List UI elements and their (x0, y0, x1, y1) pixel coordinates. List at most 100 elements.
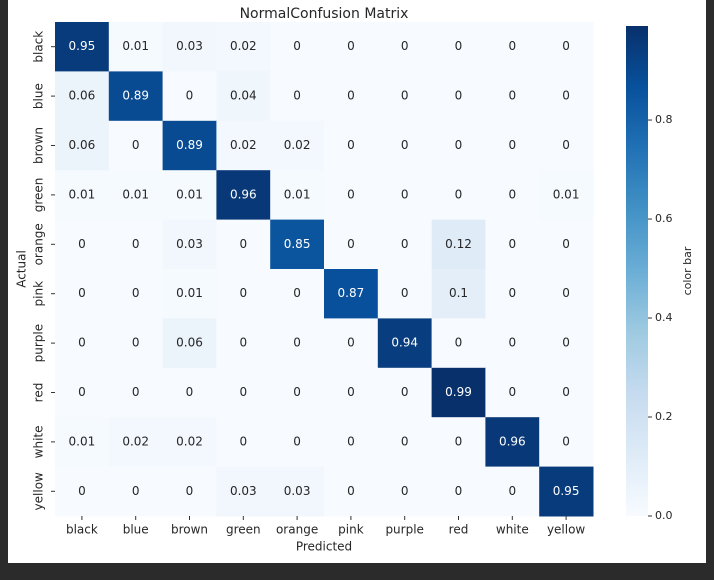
heatmap-cell (324, 219, 379, 270)
cell-label: 0 (293, 434, 301, 448)
colorbar-label: color bar (681, 246, 694, 295)
heatmap-cell (431, 170, 486, 221)
heatmap-cell (485, 466, 540, 517)
cell-label: 0.96 (499, 434, 526, 448)
heatmap-cell (431, 219, 486, 270)
cell-label: 0 (401, 187, 409, 201)
y-tick-label: green (32, 178, 46, 213)
heatmap-cell (216, 219, 271, 270)
cell-label: 0 (562, 89, 570, 103)
cell-label: 0.03 (284, 484, 311, 498)
cell-label: 0 (132, 484, 140, 498)
cell-label: 0.04 (230, 89, 257, 103)
heatmap-cell (270, 22, 325, 72)
cell-label: 0.95 (553, 484, 580, 498)
cell-label: 0 (293, 385, 301, 399)
cell-label: 0 (455, 138, 463, 152)
cell-label: 0 (562, 138, 570, 152)
heatmap-cell (162, 417, 217, 468)
cell-label: 0.02 (230, 138, 257, 152)
heatmap-cell (55, 417, 110, 468)
cell-label: 0 (455, 336, 463, 350)
heatmap-cell (216, 170, 271, 221)
cell-label: 0 (347, 89, 355, 103)
heatmap-cell (162, 367, 217, 418)
cell-label: 0.01 (69, 434, 96, 448)
cell-label: 0 (186, 89, 194, 103)
cell-label: 0 (78, 286, 86, 300)
y-tick-label: blue (32, 83, 46, 109)
heatmap-cell (108, 170, 164, 221)
heatmap-cell (485, 120, 540, 171)
cell-label: 0 (132, 336, 140, 350)
x-tick-label: purple (385, 523, 424, 537)
cell-label: 0 (293, 39, 301, 53)
heatmap-cell (431, 22, 486, 72)
heatmap-cell (162, 269, 217, 319)
cell-label: 0 (562, 286, 570, 300)
heatmap-cell (485, 269, 540, 319)
heatmap-cell (539, 120, 594, 171)
heatmap-cell (324, 466, 379, 517)
colorbar-tick-label: 0.0 (655, 509, 673, 522)
cell-label: 0.06 (69, 138, 96, 152)
cell-label: 0 (401, 484, 409, 498)
cell-label: 0 (455, 484, 463, 498)
y-tick-label: brown (32, 127, 46, 164)
cell-label: 0 (132, 138, 140, 152)
chart-title: NormalConfusion Matrix (240, 6, 409, 22)
heatmap-cell (108, 466, 164, 517)
heatmap-cell (431, 417, 486, 468)
cell-label: 0 (347, 336, 355, 350)
x-tick-label: orange (276, 523, 318, 537)
cell-label: 0.03 (176, 237, 203, 251)
cell-label: 0 (401, 138, 409, 152)
heatmap-cell (377, 367, 433, 418)
heatmap-cell (216, 466, 271, 517)
y-tick-label: red (32, 383, 46, 403)
heatmap-cell (162, 71, 217, 122)
heatmap-cell (270, 269, 325, 319)
heatmap-cell (162, 219, 217, 270)
heatmap-cell (377, 466, 433, 517)
x-tick-label: yellow (547, 523, 585, 537)
cell-label: 0.01 (69, 187, 96, 201)
cell-label: 0 (401, 39, 409, 53)
cell-label: 0.03 (176, 39, 203, 53)
heatmap-cell (485, 367, 540, 418)
heatmap-cell (539, 318, 594, 369)
heatmap-cell (539, 466, 594, 517)
x-tick-label: green (226, 523, 261, 537)
heatmap-cell (108, 71, 164, 122)
cell-label: 0 (401, 385, 409, 399)
colorbar (626, 26, 648, 516)
heatmap-cell (55, 219, 110, 270)
heatmap-cell (270, 318, 325, 369)
heatmap-cell (377, 71, 433, 122)
cell-label: 0.94 (391, 336, 418, 350)
heatmap-cell (539, 71, 594, 122)
cell-label: 0 (508, 286, 516, 300)
heatmap-cell (539, 170, 594, 221)
y-tick-label: orange (32, 223, 46, 265)
x-tick-label: red (449, 523, 469, 537)
cell-label: 0 (562, 336, 570, 350)
heatmap-cell (216, 120, 271, 171)
heatmap-cell (55, 22, 110, 72)
cell-label: 0 (508, 336, 516, 350)
heatmap-cell (539, 367, 594, 418)
colorbar-tick-label: 0.8 (655, 113, 673, 126)
heatmap-cell (216, 269, 271, 319)
y-tick-label: purple (32, 324, 46, 363)
heatmap-cell (162, 22, 217, 72)
x-tick-label: blue (123, 523, 149, 537)
cell-label: 0 (401, 237, 409, 251)
heatmap-cell (485, 170, 540, 221)
cell-label: 0 (401, 434, 409, 448)
cell-label: 0 (347, 138, 355, 152)
heatmap-cell (270, 120, 325, 171)
x-tick-label: pink (338, 523, 364, 537)
heatmap-cell (270, 219, 325, 270)
